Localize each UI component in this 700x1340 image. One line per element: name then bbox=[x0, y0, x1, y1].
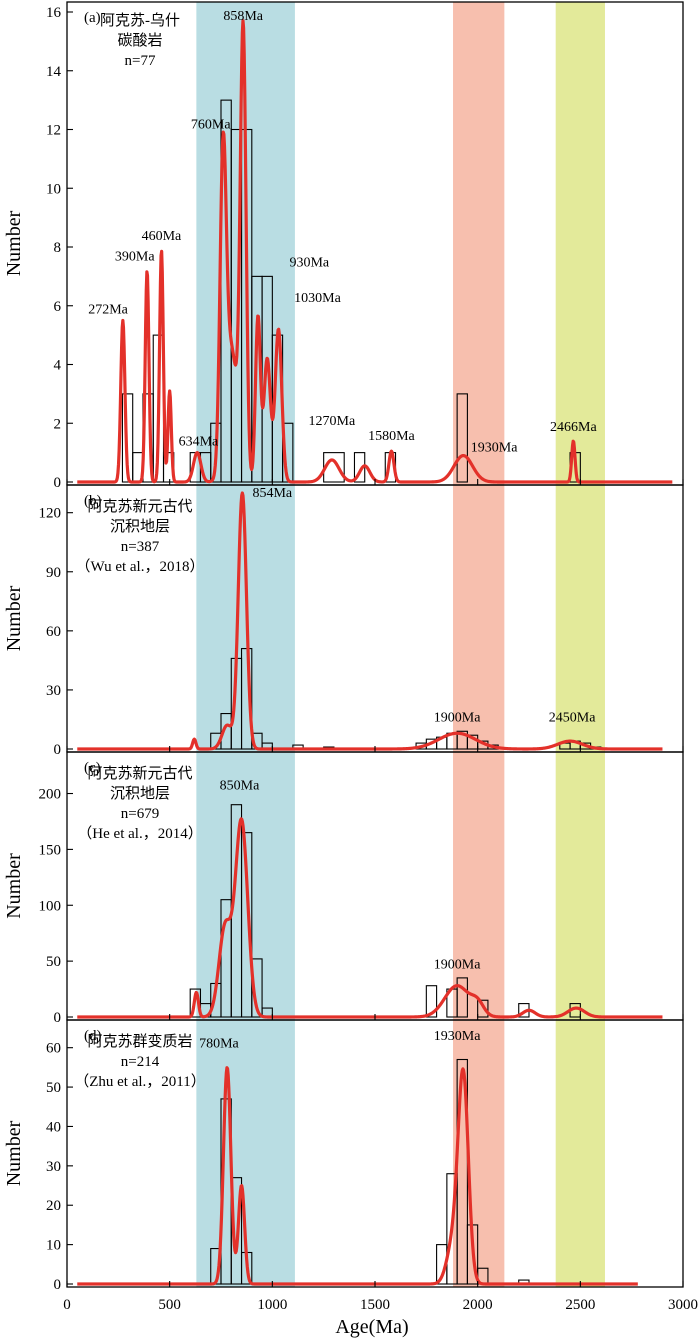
x-axis-label: Age(Ma) bbox=[335, 1316, 408, 1338]
sample-title: 阿克苏新元古代 bbox=[87, 765, 192, 782]
y-tick-label: 100 bbox=[39, 898, 62, 914]
y-tick-label: 120 bbox=[39, 506, 62, 522]
sample-title: 碳酸岩 bbox=[117, 32, 162, 49]
histogram-bar bbox=[121, 393, 134, 483]
peak-label: 1900Ma bbox=[434, 710, 481, 725]
histogram-bar bbox=[230, 1177, 243, 1285]
panel-d: 0 10 20 30 40 50 60 Number (d)阿克苏群变质岩 n=214 （Zhu e… bbox=[3, 1019, 684, 1293]
histogram-bar bbox=[251, 958, 263, 1018]
panel-tag: (b) bbox=[84, 493, 102, 509]
y-tick-label: 60 bbox=[46, 1041, 61, 1057]
y-tick-label: 0 bbox=[54, 742, 62, 758]
y-tick-label: 40 bbox=[46, 1119, 61, 1135]
x-tick-label: 2000 bbox=[463, 1297, 493, 1313]
y-axis-label: Number bbox=[3, 1120, 25, 1186]
peak-label: 634Ma bbox=[179, 435, 219, 450]
y-tick-label: 0 bbox=[54, 1277, 62, 1293]
sample-count: n=77 bbox=[125, 53, 156, 69]
y-axis-label: Number bbox=[3, 853, 25, 919]
y-tick-label: 90 bbox=[46, 565, 61, 581]
y-tick-label: 4 bbox=[54, 358, 62, 374]
y-tick-label: 20 bbox=[46, 1198, 61, 1214]
peak-label: 390Ma bbox=[115, 250, 155, 265]
sample-count: n=214 bbox=[121, 1054, 160, 1070]
y-tick-label: 0 bbox=[54, 475, 62, 491]
histogram-bar bbox=[425, 985, 438, 1018]
sample-title: 沉积地层 bbox=[110, 785, 170, 802]
sample-title: （Wu et al.，2018） bbox=[76, 558, 205, 575]
histogram-bar bbox=[456, 977, 468, 1018]
peak-label: 460Ma bbox=[142, 229, 182, 244]
panel-tag: (a) bbox=[84, 10, 101, 26]
histogram-bar bbox=[477, 999, 489, 1018]
histogram-bar bbox=[240, 832, 253, 1018]
y-axis-label: Number bbox=[3, 585, 25, 651]
y-tick-label: 8 bbox=[54, 240, 62, 256]
histogram-bar bbox=[456, 393, 468, 483]
panel-tag: (d) bbox=[84, 1028, 102, 1044]
peak-label: 2450Ma bbox=[549, 710, 596, 725]
y-tick-label: 2 bbox=[54, 416, 62, 432]
x-tick-label: 0 bbox=[63, 1297, 71, 1313]
y-tick-label: 10 bbox=[46, 181, 61, 197]
peak-label: 850Ma bbox=[220, 779, 260, 794]
x-tick-label: 1500 bbox=[360, 1297, 390, 1313]
y-tick-label: 200 bbox=[39, 787, 62, 803]
y-tick-label: 10 bbox=[46, 1238, 61, 1254]
y-tick-label: 150 bbox=[39, 842, 62, 858]
kde-curve bbox=[76, 817, 664, 1019]
y-tick-label: 12 bbox=[46, 123, 61, 139]
peak-label: 1270Ma bbox=[309, 414, 356, 429]
sample-count: n=387 bbox=[121, 539, 160, 555]
y-tick-label: 60 bbox=[46, 624, 61, 640]
y-tick-label: 6 bbox=[54, 299, 62, 315]
x-tick-label: 1000 bbox=[257, 1297, 287, 1313]
sample-count: n=679 bbox=[121, 806, 159, 822]
yellow-band bbox=[555, 2, 605, 1287]
sample-title: 阿克苏-乌什 bbox=[100, 12, 180, 29]
y-tick-label: 50 bbox=[46, 954, 61, 970]
peak-label: 780Ma bbox=[199, 1037, 239, 1052]
peak-label: 1930Ma bbox=[471, 441, 518, 456]
x-tick-label: 2500 bbox=[565, 1297, 595, 1313]
peak-label: 854Ma bbox=[252, 486, 292, 501]
y-tick-label: 16 bbox=[46, 5, 62, 21]
peak-label: 272Ma bbox=[88, 303, 128, 318]
y-axis-label: Number bbox=[3, 210, 25, 276]
sample-title: 阿克苏群变质岩 bbox=[87, 1033, 192, 1050]
peak-label: 2466Ma bbox=[550, 420, 597, 435]
x-axis: 0 500 1000 1500 2000 2500 3000 bbox=[63, 1297, 698, 1313]
kde-curve bbox=[76, 1066, 639, 1286]
y-tick-label: 0 bbox=[54, 1010, 62, 1026]
sample-title: 阿克苏新元古代 bbox=[87, 498, 192, 515]
y-tick-label: 14 bbox=[46, 64, 62, 80]
peak-label: 1900Ma bbox=[434, 957, 481, 972]
peak-label: 1580Ma bbox=[368, 429, 415, 444]
sample-title: （He et al.，2014） bbox=[77, 825, 202, 842]
peak-label: 760Ma bbox=[191, 117, 231, 132]
y-tick-label: 30 bbox=[46, 683, 61, 699]
sample-title: （Zhu et al.，2011） bbox=[74, 1073, 206, 1090]
sample-title: 沉积地层 bbox=[110, 518, 170, 535]
panel-tag: (c) bbox=[84, 760, 101, 776]
kde-curve bbox=[76, 491, 664, 751]
x-tick-label: 3000 bbox=[668, 1297, 698, 1313]
peak-label: 1930Ma bbox=[434, 1029, 481, 1044]
peak-label: 858Ma bbox=[223, 9, 263, 24]
y-tick-label: 30 bbox=[46, 1159, 61, 1175]
y-tick-label: 50 bbox=[46, 1080, 61, 1096]
peak-label: 1030Ma bbox=[294, 291, 341, 306]
age-bands bbox=[196, 2, 605, 1287]
x-tick-label: 500 bbox=[158, 1297, 181, 1313]
histogram-bar bbox=[189, 988, 202, 1018]
peak-label: 930Ma bbox=[289, 256, 329, 271]
